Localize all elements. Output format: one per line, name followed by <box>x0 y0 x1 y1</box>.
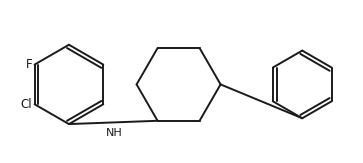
Text: NH: NH <box>106 128 123 138</box>
Text: F: F <box>26 58 32 71</box>
Text: Cl: Cl <box>21 98 32 111</box>
